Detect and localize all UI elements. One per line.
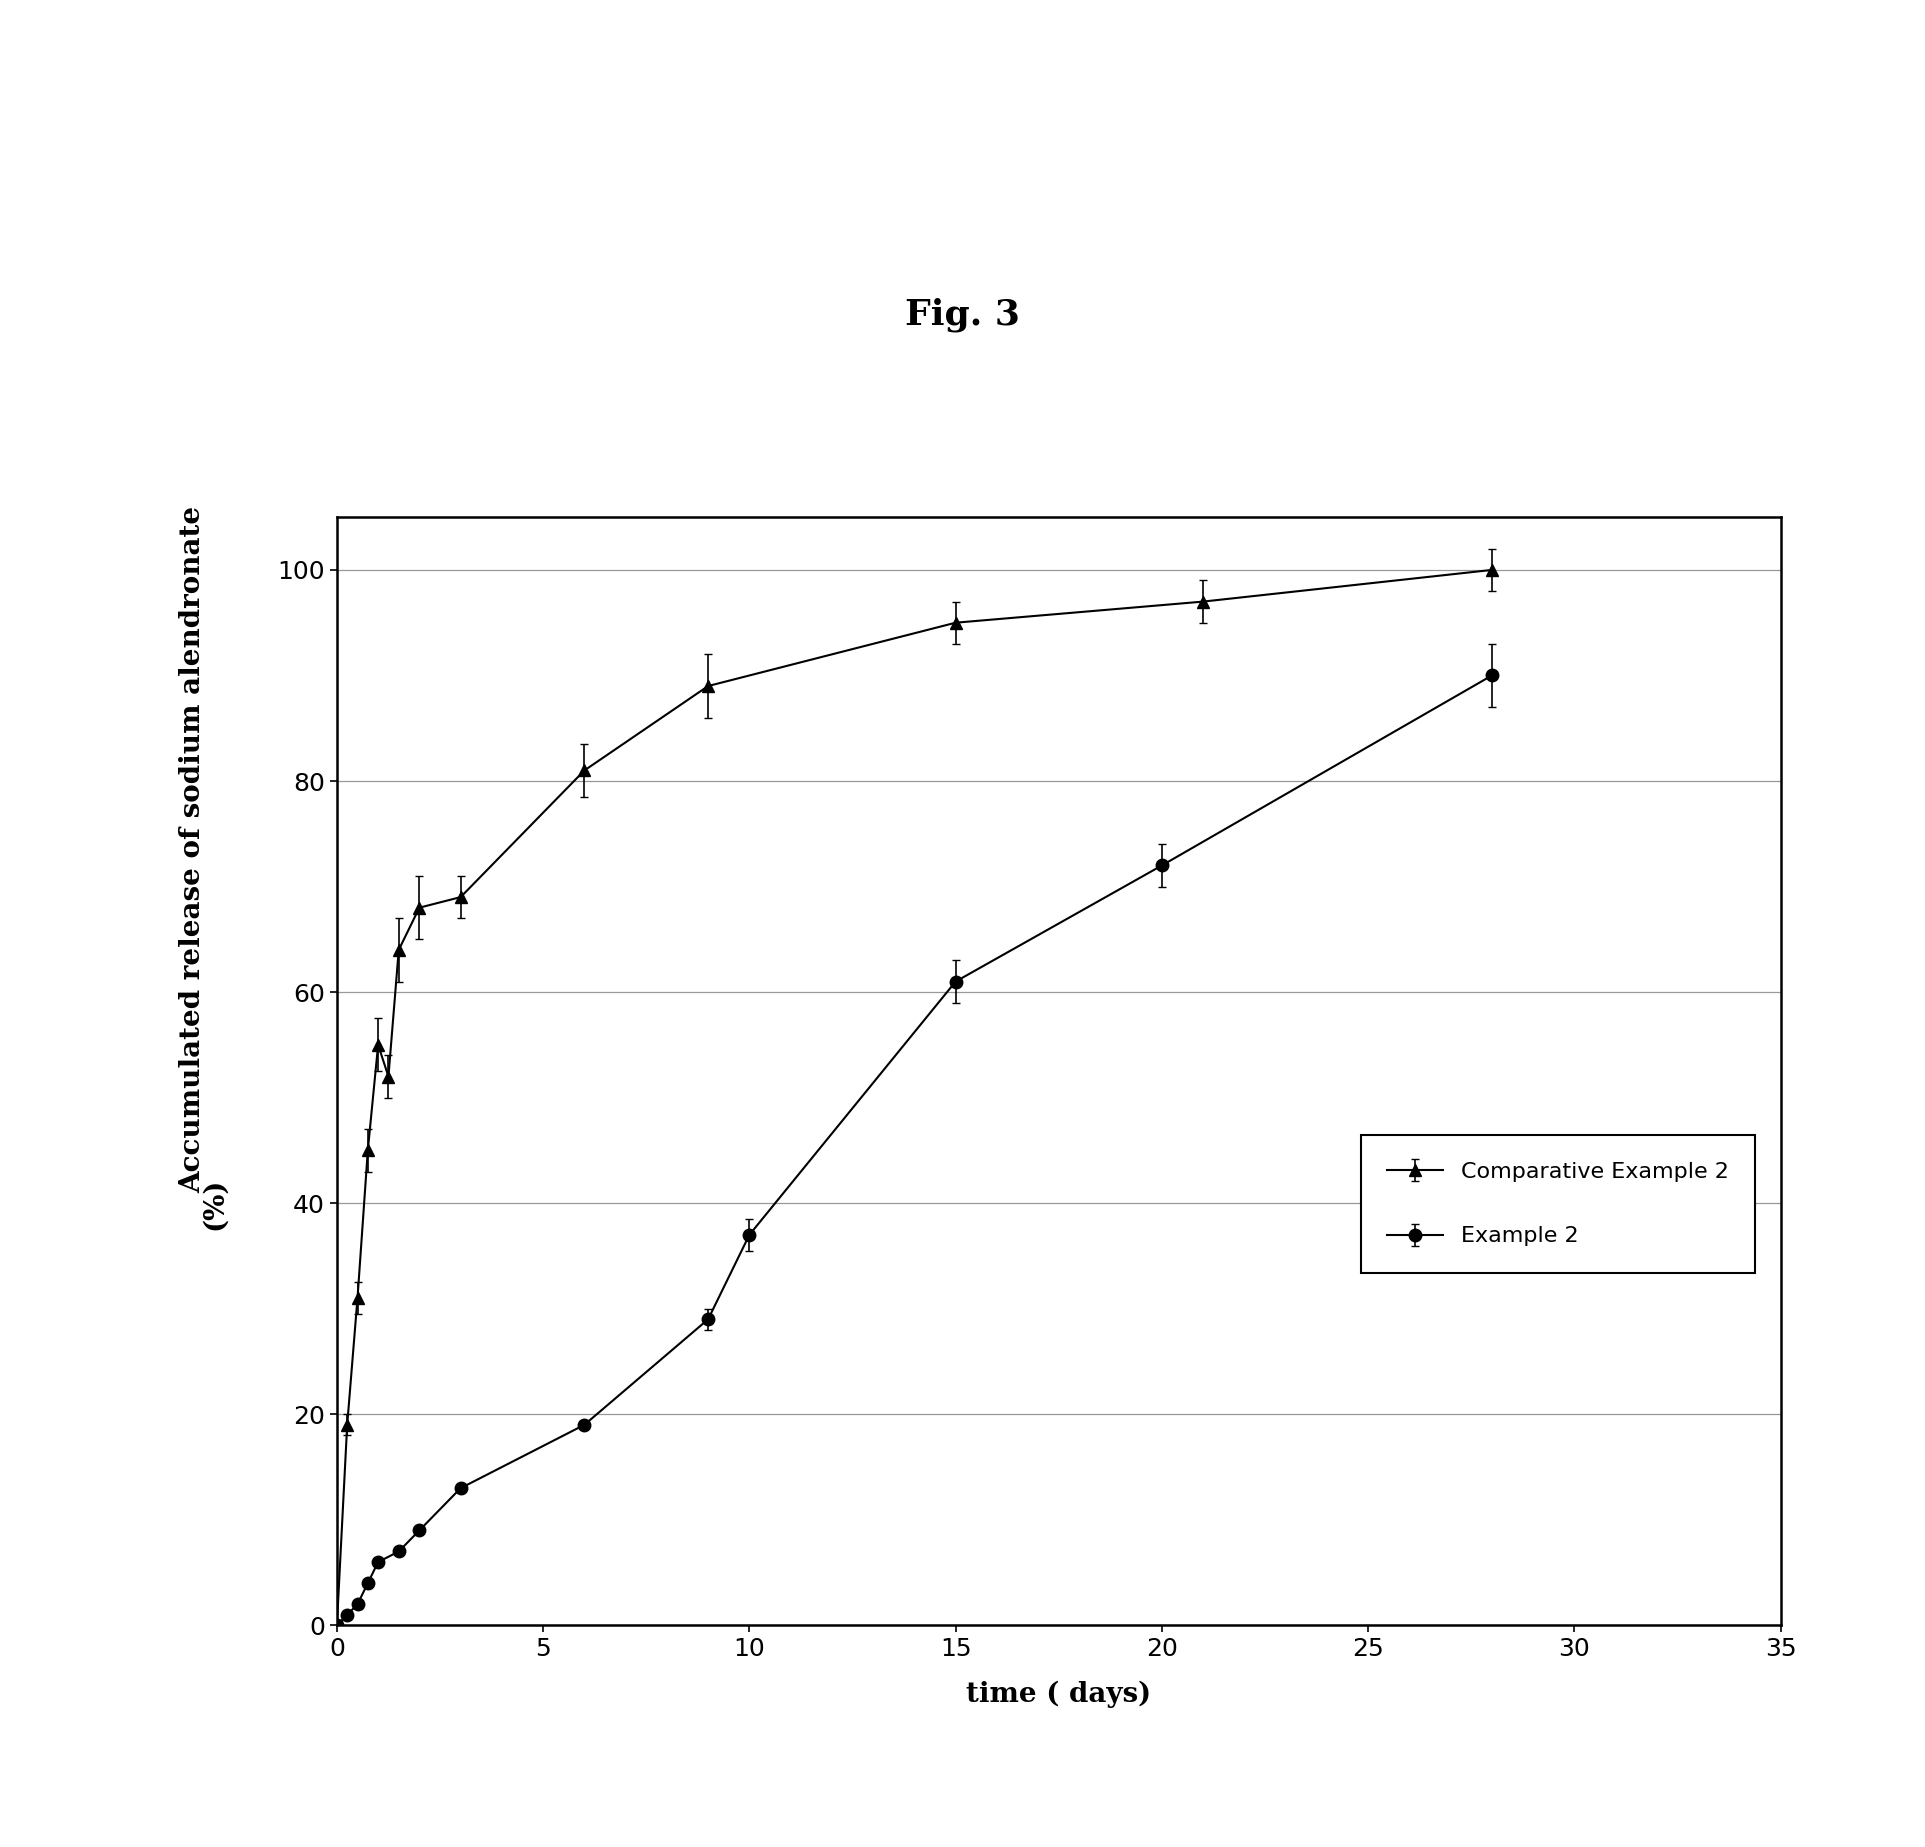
Text: (%): (%)	[200, 1178, 227, 1230]
X-axis label: time ( days): time ( days)	[966, 1681, 1151, 1708]
Text: Fig. 3: Fig. 3	[905, 297, 1020, 332]
Text: Accumulated release of sodium alendronate: Accumulated release of sodium alendronat…	[179, 506, 206, 1193]
Legend: Comparative Example 2, Example 2: Comparative Example 2, Example 2	[1361, 1136, 1756, 1273]
